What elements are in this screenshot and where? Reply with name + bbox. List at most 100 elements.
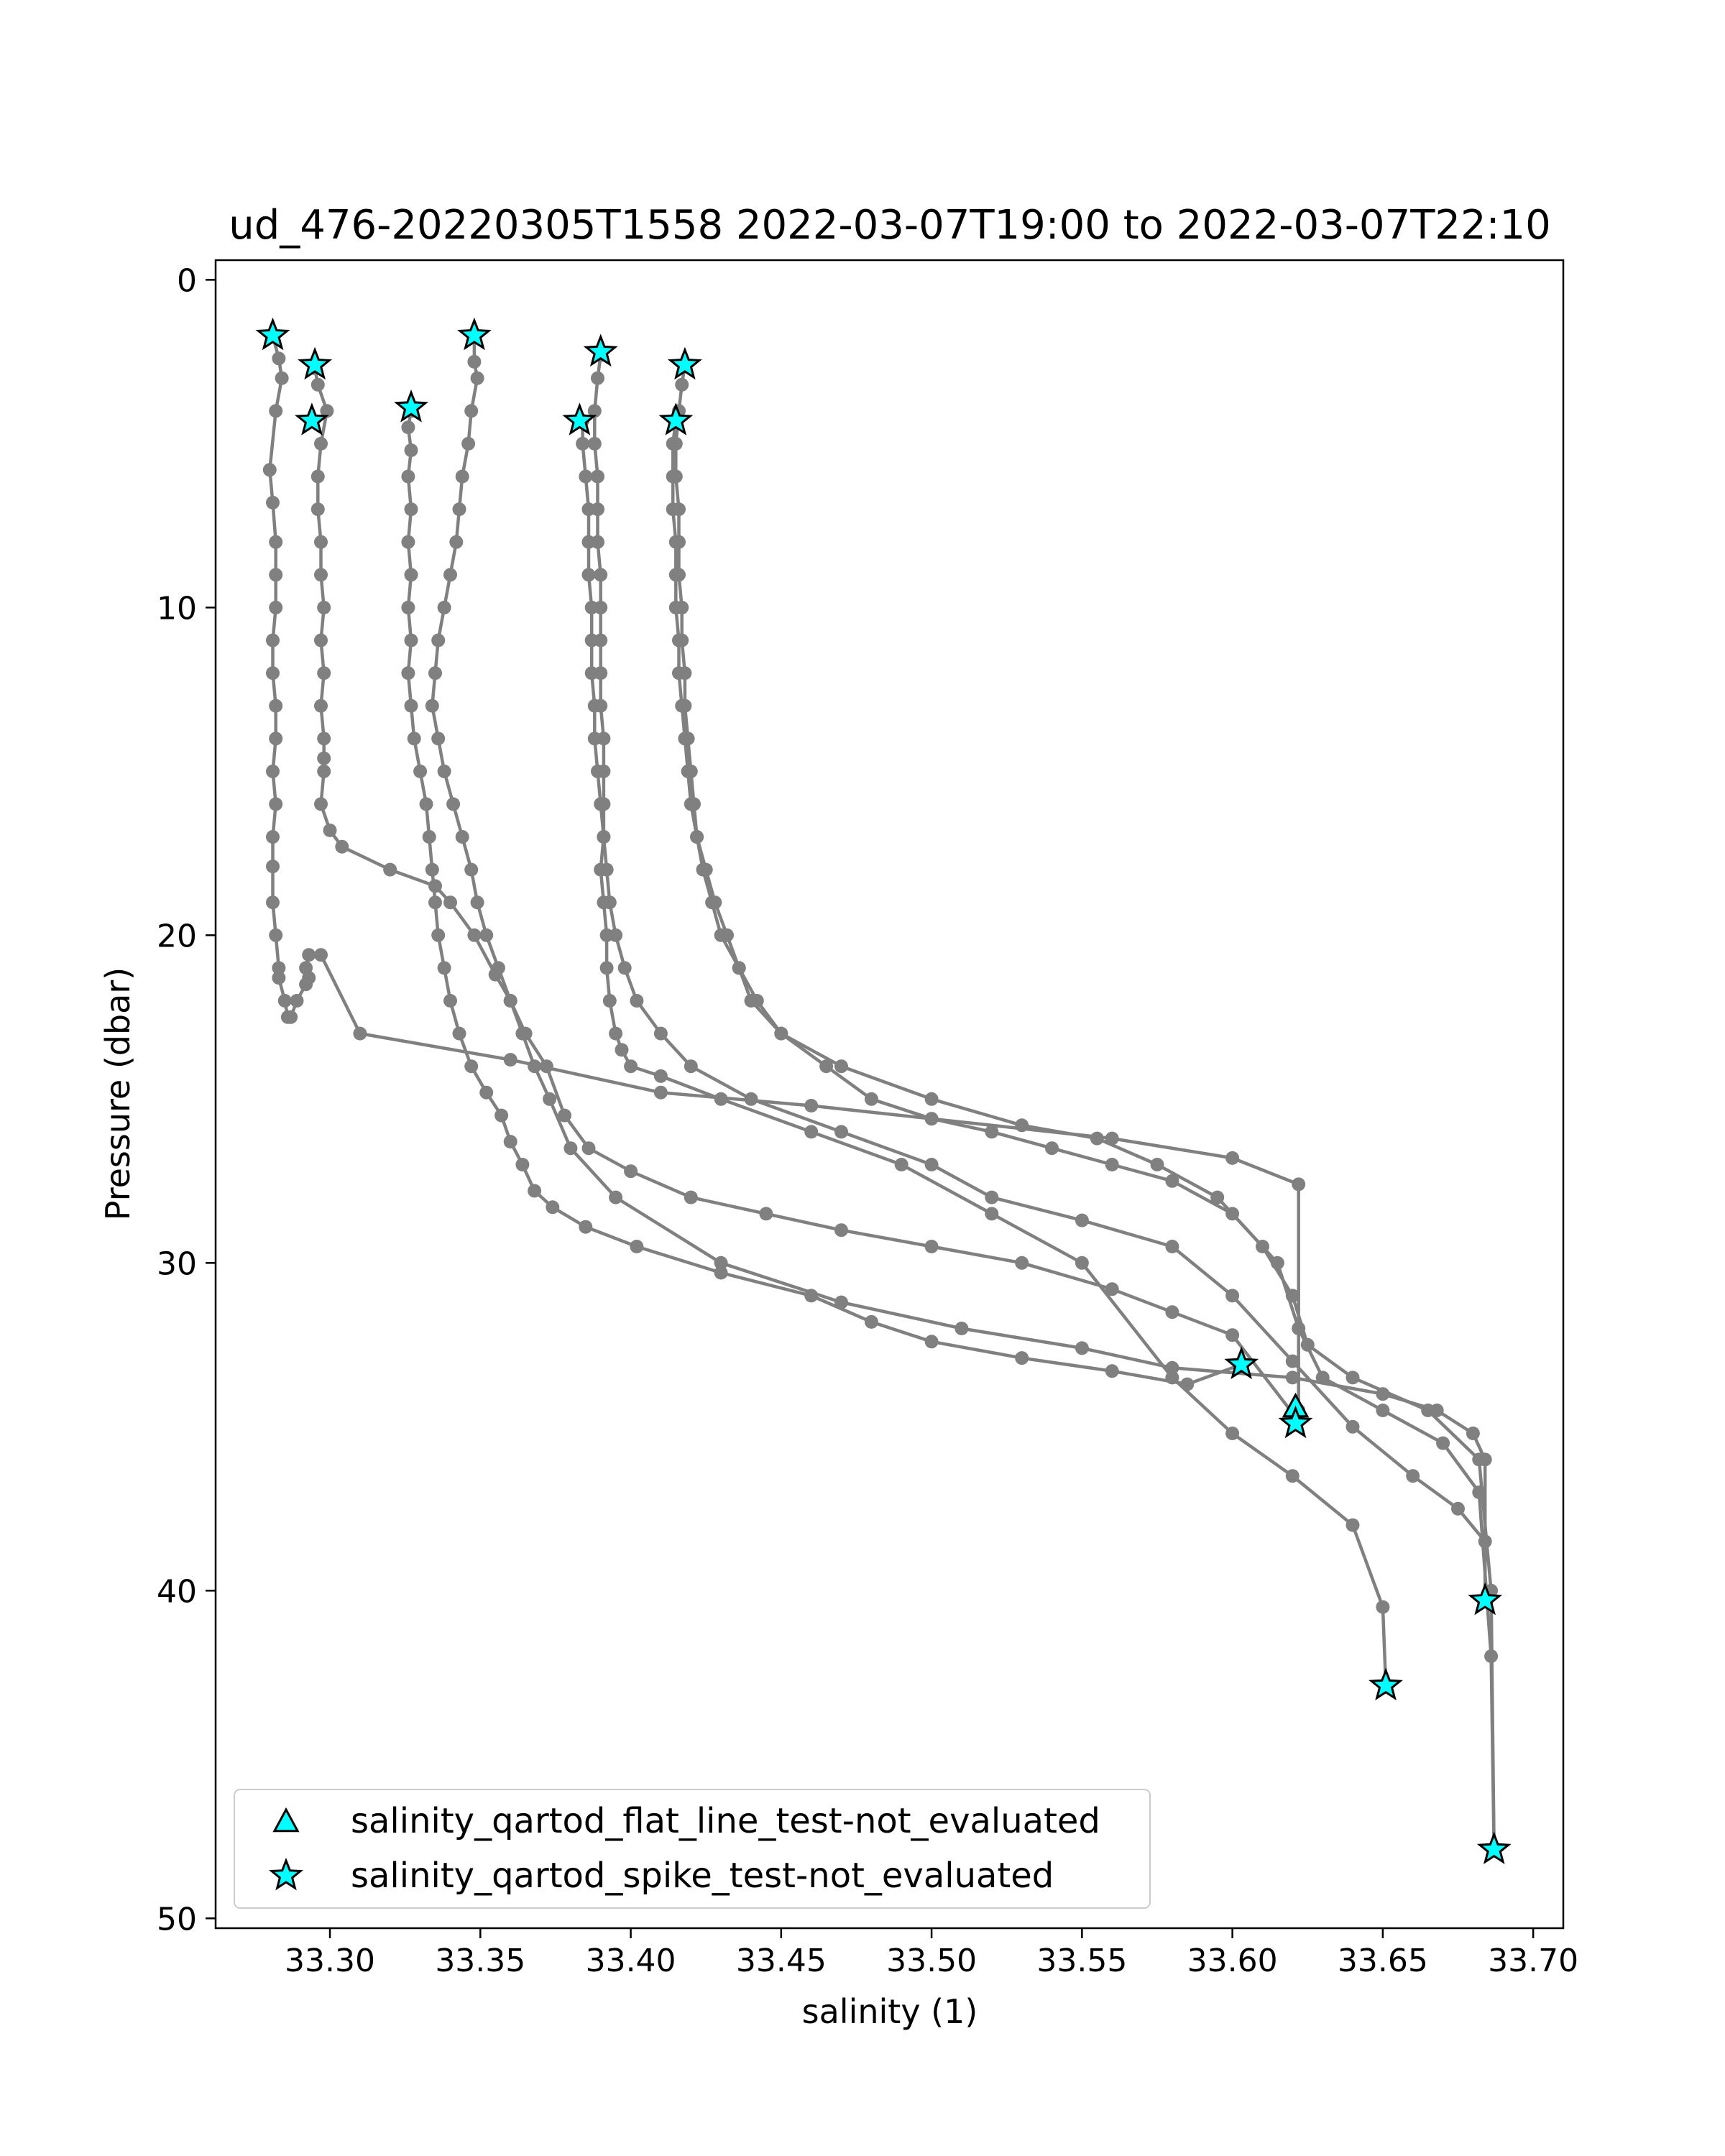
- data-point: [1285, 1370, 1300, 1385]
- data-point: [1225, 1151, 1240, 1165]
- data-point: [437, 961, 451, 975]
- data-point: [581, 568, 596, 582]
- data-point: [985, 1207, 999, 1221]
- data-point: [431, 633, 446, 648]
- data-point: [587, 404, 602, 418]
- data-point: [290, 994, 304, 1008]
- data-point: [653, 1085, 668, 1100]
- data-point: [617, 961, 632, 975]
- data-point: [543, 1092, 557, 1106]
- y-tick-label: 0: [177, 262, 197, 299]
- x-tick-label: 33.35: [435, 1943, 525, 1979]
- data-point: [479, 928, 494, 942]
- x-tick-label: 33.30: [285, 1943, 375, 1979]
- data-point: [269, 600, 283, 614]
- data-point: [587, 732, 602, 746]
- data-point: [675, 377, 689, 392]
- data-point: [587, 699, 602, 713]
- data-point: [310, 502, 325, 517]
- data-point: [269, 797, 283, 811]
- data-point: [924, 1240, 939, 1253]
- data-point: [1225, 1328, 1240, 1342]
- data-point: [587, 436, 602, 451]
- data-point: [467, 928, 482, 942]
- data-point: [584, 633, 599, 648]
- data-point: [269, 699, 283, 713]
- data-point: [804, 1099, 819, 1112]
- data-point: [1075, 1256, 1089, 1270]
- data-point: [1015, 1118, 1029, 1133]
- data-point: [1105, 1364, 1119, 1378]
- data-point: [1225, 1427, 1240, 1440]
- y-tick-label: 50: [157, 1901, 197, 1938]
- data-point: [470, 895, 484, 910]
- data-point: [266, 495, 280, 510]
- data-point: [422, 830, 436, 844]
- data-point: [985, 1125, 999, 1139]
- data-point: [720, 928, 734, 942]
- data-point: [1225, 1289, 1240, 1303]
- data-point: [681, 764, 695, 778]
- data-point: [401, 666, 415, 681]
- data-point: [864, 1092, 878, 1106]
- data-point: [1165, 1305, 1179, 1319]
- data-point: [804, 1125, 819, 1139]
- data-point: [630, 1240, 644, 1253]
- spike-marker: [394, 390, 428, 423]
- data-point: [443, 568, 457, 582]
- data-point: [1421, 1404, 1435, 1417]
- data-point: [591, 764, 604, 778]
- data-point: [708, 895, 722, 910]
- data-point: [317, 764, 331, 778]
- data-point: [894, 1158, 908, 1171]
- legend-star-marker: [269, 1857, 303, 1891]
- data-point: [666, 469, 680, 484]
- data-point: [602, 895, 617, 910]
- data-point: [1075, 1341, 1089, 1355]
- data-point: [269, 732, 283, 746]
- data-point: [581, 1141, 596, 1156]
- spike-marker: [255, 317, 290, 351]
- data-point: [1045, 1141, 1059, 1156]
- data-point: [443, 895, 457, 910]
- data-point: [1436, 1436, 1450, 1450]
- data-point: [310, 469, 325, 484]
- spike-marker: [1468, 1582, 1503, 1616]
- data-point: [335, 839, 349, 854]
- data-point: [1406, 1469, 1420, 1483]
- data-point: [1090, 1131, 1104, 1146]
- data-point: [678, 732, 692, 746]
- data-point: [954, 1322, 969, 1335]
- data-point: [597, 830, 611, 844]
- data-point: [630, 994, 644, 1008]
- data-point: [924, 1335, 939, 1349]
- data-point: [744, 1092, 758, 1106]
- spike-marker: [1368, 1667, 1403, 1700]
- data-point: [690, 830, 704, 844]
- data-point: [579, 469, 593, 484]
- data-point: [515, 1026, 530, 1041]
- data-point: [323, 823, 337, 837]
- data-point: [1165, 1240, 1179, 1253]
- data-point: [985, 1190, 999, 1204]
- data-point: [528, 1184, 542, 1198]
- data-point: [455, 469, 469, 484]
- data-point: [275, 371, 289, 385]
- data-point: [401, 535, 415, 549]
- data-point: [431, 732, 446, 746]
- data-point: [528, 1059, 542, 1074]
- legend-triangle-shape: [272, 1807, 300, 1833]
- data-point: [594, 568, 608, 582]
- data-point: [714, 1092, 728, 1106]
- data-point: [437, 764, 451, 778]
- data-point: [464, 862, 479, 877]
- data-point: [479, 1085, 494, 1100]
- data-point: [317, 666, 331, 681]
- data-point: [383, 862, 397, 877]
- data-point: [461, 436, 476, 451]
- data-point: [699, 862, 713, 877]
- data-point: [1015, 1351, 1029, 1365]
- data-point: [277, 994, 292, 1008]
- data-point: [864, 1314, 878, 1329]
